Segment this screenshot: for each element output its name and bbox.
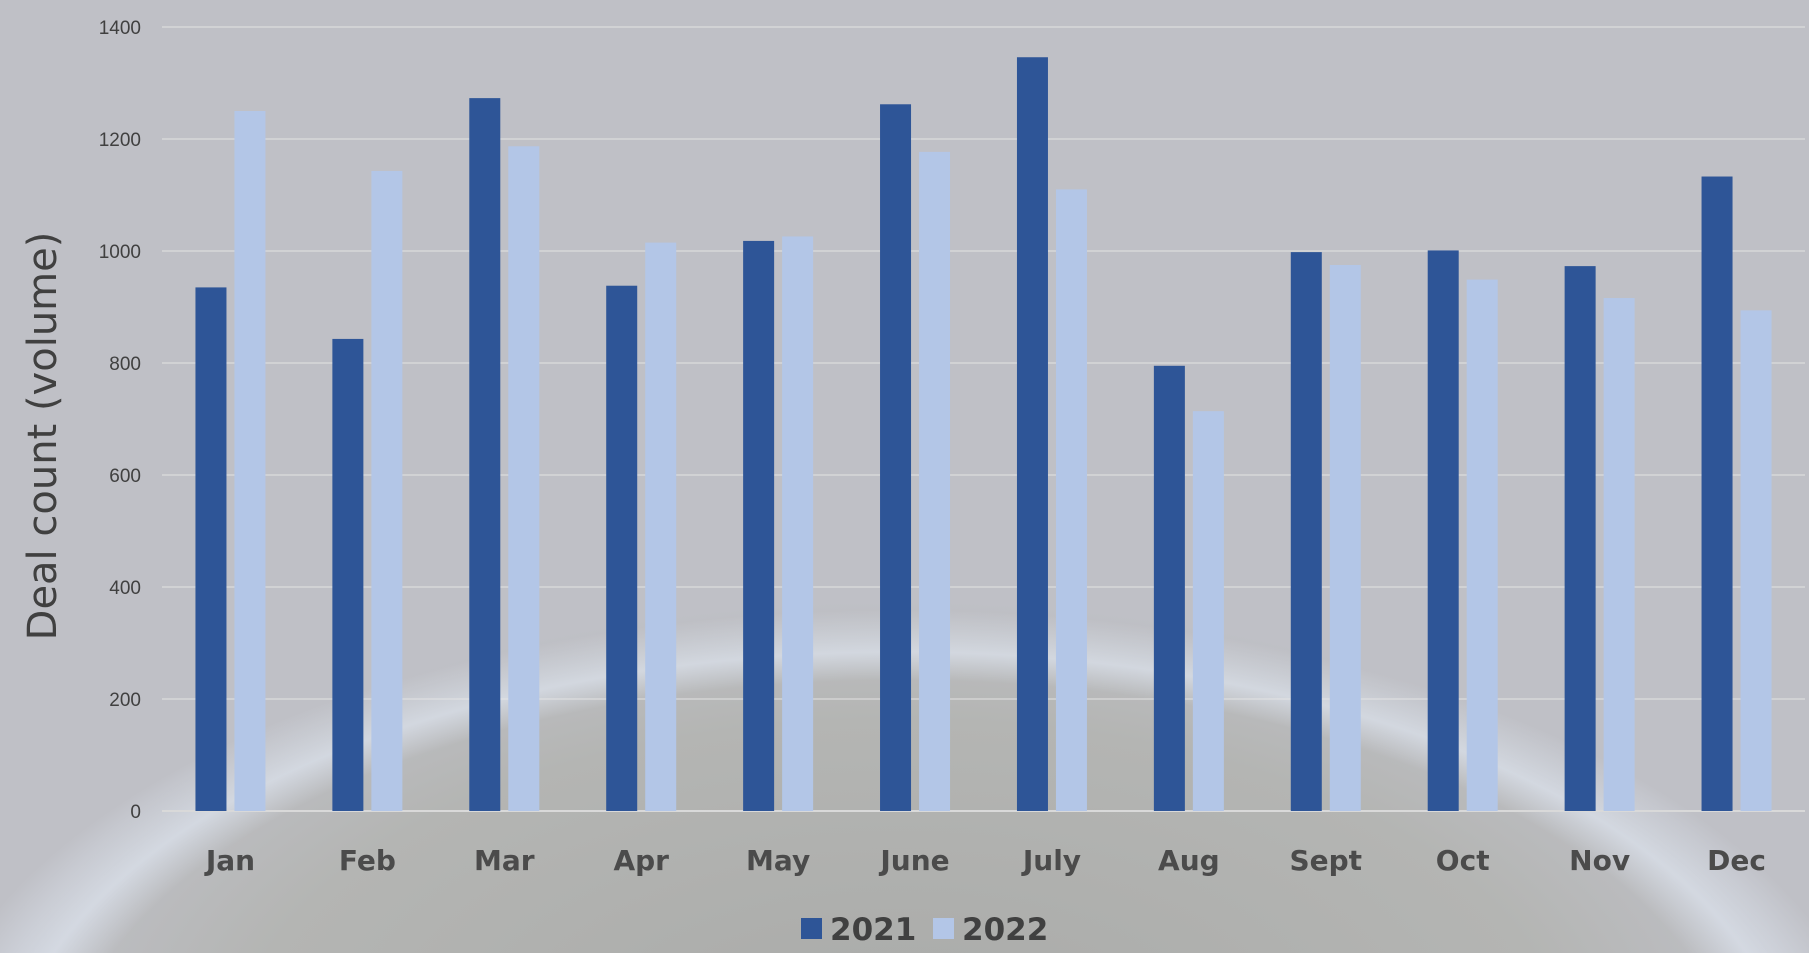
x-axis-category-labels: Jan Feb Mar Apr May June July Aug Sept Oct Nov Dec bbox=[204, 844, 1766, 877]
bar-2021-oct bbox=[1427, 250, 1459, 811]
bars bbox=[195, 57, 1772, 812]
x-category-label: Sept bbox=[1289, 844, 1362, 877]
gridlines bbox=[162, 26, 1805, 812]
bar-2021-aug bbox=[1153, 365, 1185, 811]
y-tick-label: 800 bbox=[109, 354, 141, 375]
x-category-label: Feb bbox=[339, 844, 396, 877]
y-tick-label: 400 bbox=[109, 578, 141, 599]
bar-2021-sept bbox=[1290, 252, 1322, 811]
x-category-label: July bbox=[1021, 844, 1081, 877]
bar-2021-june bbox=[880, 104, 912, 811]
bar-2022-july bbox=[1055, 189, 1087, 811]
y-tick-label: 1000 bbox=[99, 242, 141, 263]
x-category-label: Jan bbox=[204, 844, 255, 877]
y-axis-tick-labels: 0 200 400 600 800 1000 1200 1400 bbox=[99, 18, 141, 823]
x-category-label: Dec bbox=[1707, 844, 1766, 877]
legend-label-2021: 2021 bbox=[830, 912, 916, 948]
bar-2022-may bbox=[782, 236, 814, 811]
x-category-label: Oct bbox=[1436, 844, 1490, 877]
bar-2022-jan bbox=[234, 111, 266, 811]
legend-swatch-2021 bbox=[801, 918, 822, 939]
bar-2021-jan bbox=[195, 287, 227, 811]
bar-2021-dec bbox=[1701, 176, 1733, 811]
bar-2022-oct bbox=[1466, 279, 1498, 811]
bar-2021-nov bbox=[1564, 266, 1596, 811]
x-category-label: Mar bbox=[474, 844, 535, 877]
y-tick-label: 200 bbox=[109, 690, 141, 711]
bar-2022-nov bbox=[1603, 298, 1635, 811]
x-category-label: Aug bbox=[1158, 844, 1220, 877]
y-tick-label: 1200 bbox=[99, 130, 141, 151]
legend-label-2022: 2022 bbox=[962, 912, 1048, 948]
bar-2022-sept bbox=[1329, 265, 1361, 811]
bar-2022-mar bbox=[508, 146, 540, 811]
x-category-label: Apr bbox=[613, 844, 669, 877]
legend-swatch-2022 bbox=[933, 918, 954, 939]
x-category-label: June bbox=[878, 844, 949, 877]
bar-2021-july bbox=[1016, 57, 1048, 812]
y-axis-title: Deal count (volume) bbox=[20, 232, 66, 641]
bar-2022-dec bbox=[1740, 310, 1772, 811]
bar-2021-mar bbox=[469, 98, 501, 812]
bar-2022-aug bbox=[1192, 411, 1224, 811]
bar-2021-feb bbox=[332, 338, 364, 811]
y-tick-label: 1400 bbox=[99, 18, 141, 39]
y-tick-label: 600 bbox=[109, 466, 141, 487]
x-category-label: May bbox=[746, 844, 810, 877]
bar-2022-apr bbox=[645, 242, 677, 812]
bar-2021-may bbox=[743, 240, 775, 812]
legend: 2021 2022 bbox=[801, 912, 1048, 948]
bar-2022-feb bbox=[371, 170, 403, 812]
y-tick-label: 0 bbox=[130, 802, 141, 823]
x-category-label: Nov bbox=[1569, 844, 1630, 877]
bar-2021-apr bbox=[606, 285, 638, 812]
bar-2022-june bbox=[919, 151, 951, 811]
